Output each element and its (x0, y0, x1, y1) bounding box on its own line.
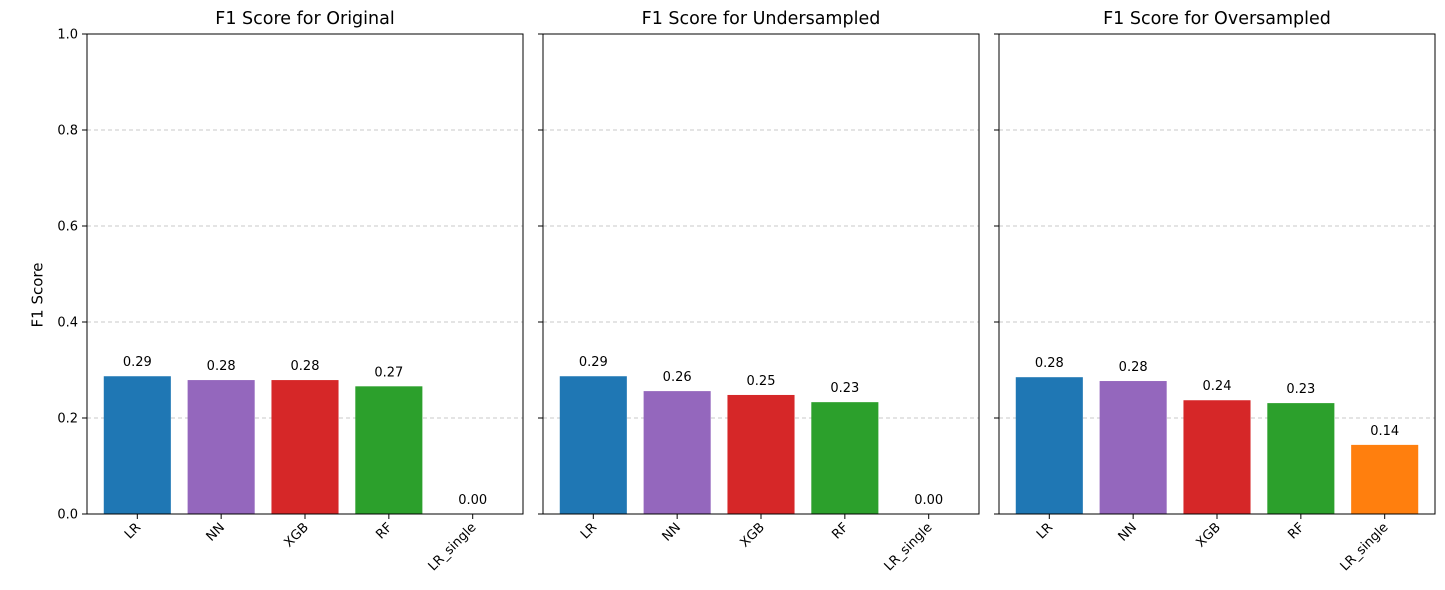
x-tick-label: LR_single (1338, 520, 1392, 574)
value-label: 0.00 (914, 493, 943, 508)
x-tick-label: LR (122, 520, 144, 542)
value-label: 0.23 (830, 381, 859, 396)
x-tick-label: LR (578, 520, 600, 542)
x-tick-label: RF (1285, 520, 1307, 542)
panel-title: F1 Score for Original (215, 9, 394, 29)
y-tick-label: 0.4 (57, 316, 78, 331)
y-tick-label: 0.8 (57, 124, 78, 139)
value-label: 0.00 (458, 493, 487, 508)
value-label: 0.24 (1203, 379, 1232, 394)
bar-NN (187, 380, 255, 514)
panel-title: F1 Score for Undersampled (642, 9, 881, 29)
y-tick-label: 0.2 (57, 412, 78, 427)
panel-title: F1 Score for Oversampled (1103, 9, 1331, 29)
bar-NN (643, 391, 711, 514)
bar-XGB (1183, 400, 1251, 514)
x-tick-label: RF (829, 520, 851, 542)
x-tick-label: NN (1116, 520, 1140, 544)
y-tick-label: 0.0 (57, 508, 78, 523)
value-label: 0.28 (1119, 360, 1148, 375)
x-tick-label: LR_single (882, 520, 936, 574)
value-label: 0.28 (207, 359, 236, 374)
value-label: 0.29 (123, 355, 152, 370)
value-label: 0.27 (374, 365, 403, 380)
x-tick-label: XGB (281, 520, 311, 550)
x-tick-label: RF (373, 520, 395, 542)
y-tick-label: 0.6 (57, 220, 78, 235)
value-label: 0.28 (1035, 356, 1064, 371)
bar-LR (1015, 377, 1083, 514)
value-label: 0.25 (747, 374, 776, 389)
x-tick-label: XGB (737, 520, 767, 550)
bar-RF (811, 402, 879, 514)
value-label: 0.26 (663, 370, 692, 385)
value-label: 0.28 (291, 359, 320, 374)
bar-RF (355, 386, 423, 514)
bar-LR (559, 376, 627, 514)
x-tick-label: XGB (1193, 520, 1223, 550)
x-tick-label: NN (204, 520, 228, 544)
bar-XGB (271, 380, 339, 514)
y-tick-label: 1.0 (57, 28, 78, 43)
bar-LR_single (1351, 444, 1419, 514)
bar-XGB (727, 394, 795, 514)
bar-LR (103, 376, 171, 514)
x-tick-label: LR (1034, 520, 1056, 542)
x-tick-label: LR_single (426, 520, 480, 574)
value-label: 0.29 (579, 355, 608, 370)
bar-RF (1267, 403, 1335, 514)
x-tick-label: NN (660, 520, 684, 544)
value-label: 0.14 (1370, 424, 1399, 439)
bar-NN (1099, 381, 1167, 514)
value-label: 0.23 (1286, 382, 1315, 397)
